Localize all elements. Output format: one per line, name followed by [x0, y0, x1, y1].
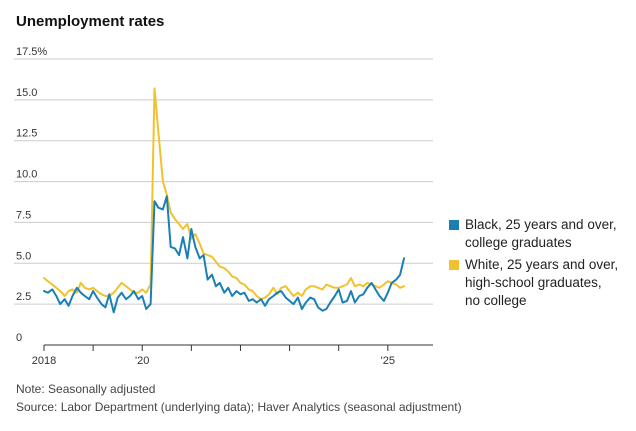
line-chart: 0 2.5 5.0 7.5 10.0 12.5 15.0 17.5% 2018 '20 '25 [14, 46, 433, 367]
series-line-black-college [43, 195, 405, 314]
y-tick-label: 5.0 [16, 250, 31, 262]
y-tick-label: 17.5% [16, 46, 47, 58]
legend-item-white: White, 25 years and over, high-school gr… [449, 256, 618, 310]
y-tick-label: 12.5 [16, 128, 37, 140]
legend-swatch-white [449, 260, 459, 270]
axis-layer: 0 2.5 5.0 7.5 10.0 12.5 15.0 17.5% 2018 '20 '25 [16, 46, 433, 367]
series-layer [43, 87, 405, 314]
x-tick-label: 2018 [32, 355, 56, 367]
y-tick-label: 10.0 [16, 169, 37, 181]
legend-label-line: high-school graduates, [465, 275, 602, 290]
legend-label-line: Black, 25 years and over, [465, 217, 617, 232]
y-tick-label: 15.0 [16, 87, 37, 99]
note-text: Note: Seasonally adjusted [16, 382, 156, 396]
series-line-white-highschool [43, 87, 405, 301]
legend-item-black: Black, 25 years and over, college gradua… [449, 216, 618, 252]
legend-label-line: White, 25 years and over, [465, 257, 619, 272]
legend-label-line: college graduates [465, 235, 572, 250]
source-text: Source: Labor Department (underlying dat… [16, 400, 462, 414]
x-tick-label: '20 [135, 355, 149, 367]
y-tick-label: 7.5 [16, 209, 31, 221]
grid-layer [14, 58, 433, 305]
footnotes: Note: Seasonally adjusted Source: Labor … [16, 380, 462, 416]
legend-swatch-black [449, 220, 459, 230]
x-tick-label: '25 [381, 355, 395, 367]
legend: Black, 25 years and over, college gradua… [449, 216, 618, 314]
y-tick-label: 2.5 [16, 291, 31, 303]
y-tick-label: 0 [16, 332, 22, 344]
chart-title: Unemployment rates [16, 13, 165, 30]
legend-label-line: no college [465, 293, 527, 308]
